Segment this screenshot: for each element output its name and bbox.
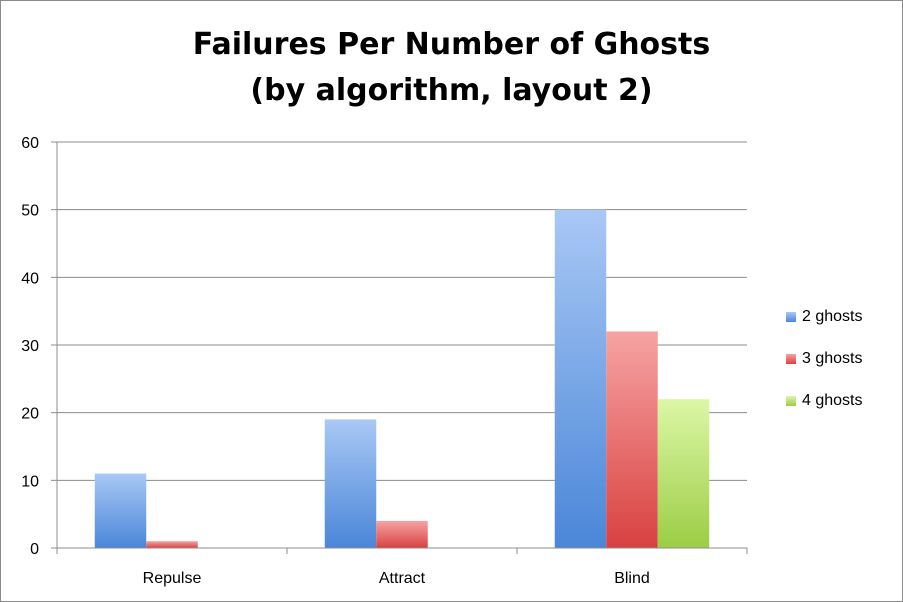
bar-blind-3-ghosts: [606, 331, 658, 548]
legend-swatch-4-ghosts: [786, 395, 796, 406]
x-tick-label-attract: Attract: [379, 570, 426, 587]
y-tick-label-0: 0: [30, 541, 39, 558]
legend-item-2-ghosts: 2 ghosts: [786, 306, 862, 327]
x-tick-label-repulse: Repulse: [143, 570, 202, 587]
bar-repulse-2-ghosts: [94, 473, 147, 548]
chart-title: Failures Per Number of Ghosts (by algori…: [0, 22, 903, 114]
legend-label-3-ghosts: 3 ghosts: [802, 349, 863, 367]
chart-title-line-2: (by algorithm, layout 2): [250, 73, 653, 108]
bar-attract-3-ghosts: [376, 520, 428, 548]
tick-labels: 0 10 20 30 40 50 60 Repulse Attract Blind: [21, 135, 650, 587]
legend-swatch-2-ghosts: [786, 311, 796, 322]
legend-swatch-3-ghosts: [786, 353, 796, 364]
bar-attract-2-ghosts: [324, 419, 377, 548]
x-tick-label-blind: Blind: [614, 570, 650, 587]
bar-blind-2-ghosts: [554, 209, 607, 548]
y-tick-label-60: 60: [21, 135, 39, 152]
axes: [51, 141, 748, 554]
legend-item-3-ghosts: 3 ghosts: [786, 348, 862, 369]
legend-label-4-ghosts: 4 ghosts: [802, 391, 863, 409]
legend: 2 ghosts 3 ghosts 4 ghosts: [786, 306, 862, 432]
y-tick-label-10: 10: [21, 473, 39, 490]
y-tick-label-20: 20: [21, 406, 39, 423]
chart-title-line-1: Failures Per Number of Ghosts: [192, 27, 711, 62]
bars: [94, 209, 710, 548]
y-tick-label-40: 40: [21, 270, 39, 287]
bar-repulse-3-ghosts: [146, 541, 198, 548]
legend-item-4-ghosts: 4 ghosts: [786, 390, 862, 411]
y-tick-label-50: 50: [21, 203, 39, 220]
bar-blind-4-ghosts: [657, 399, 710, 548]
legend-label-2-ghosts: 2 ghosts: [802, 307, 863, 325]
y-tick-label-30: 30: [21, 338, 39, 355]
